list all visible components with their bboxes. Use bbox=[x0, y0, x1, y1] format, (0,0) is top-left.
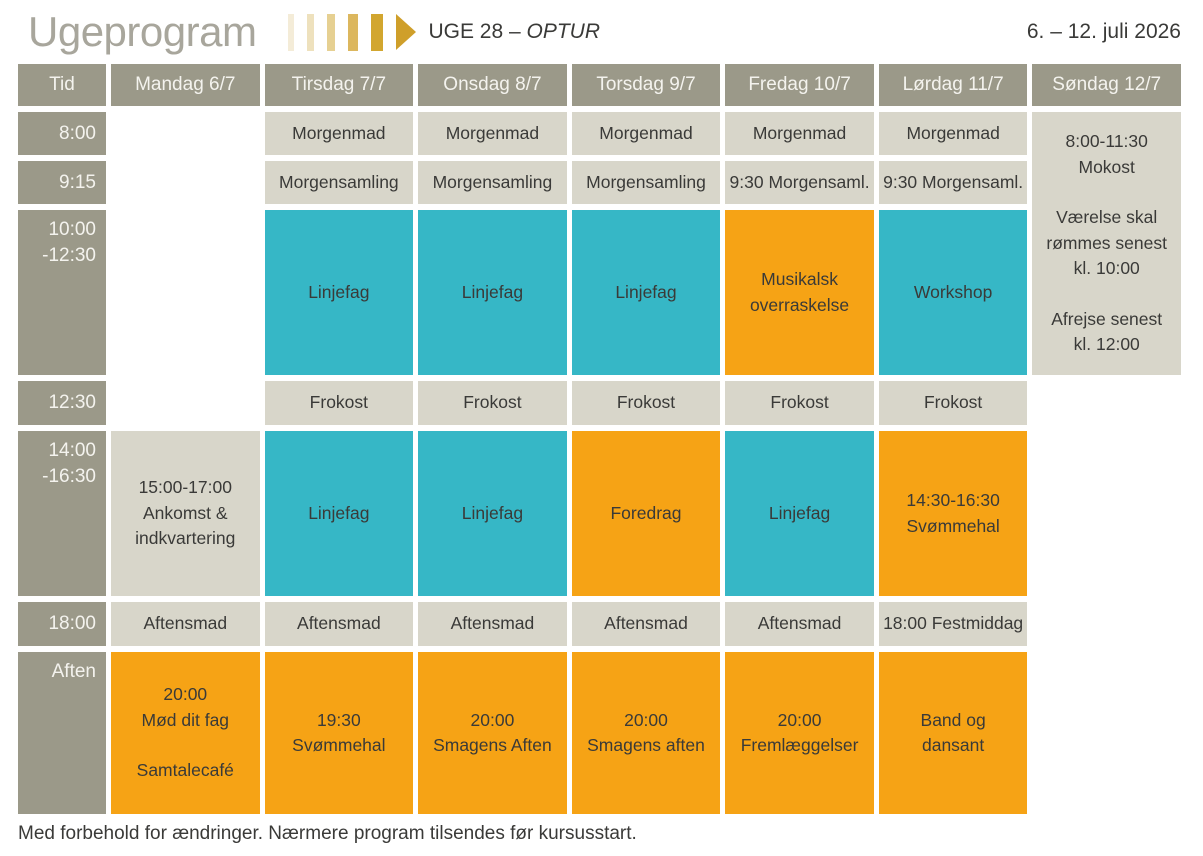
schedule-cell: Morgensamling bbox=[264, 161, 414, 204]
schedule-cell: Linjefag bbox=[418, 210, 567, 375]
schedule-cell: Linjefag bbox=[571, 210, 721, 375]
schedule-cell: Linjefag bbox=[264, 210, 414, 375]
brand-bars-arrow-icon bbox=[288, 12, 417, 52]
schedule-cell: 20:00 Smagens Aften bbox=[418, 652, 567, 814]
logo-bar bbox=[348, 13, 359, 51]
time-cell: 18:00 bbox=[18, 602, 106, 646]
schedule-cell: Musikalsk overraskelse bbox=[725, 210, 874, 375]
schedule-cell: Aftensmad bbox=[571, 602, 721, 646]
time-cell: 12:30 bbox=[18, 381, 106, 425]
footer-note: Med forbehold for ændringer. Nærmere pro… bbox=[18, 823, 637, 844]
week-label: UGE 28 – OPTUR bbox=[428, 20, 600, 44]
time-cell: Aften bbox=[18, 652, 106, 814]
time-cell: 14:00 -16:30 bbox=[18, 431, 106, 596]
top-bar: Ugeprogram UGE 28 – OPTUR 6. – 12. juli … bbox=[18, 6, 1181, 58]
logo-bar bbox=[371, 13, 384, 51]
schedule-cell: Frokost bbox=[878, 381, 1028, 425]
week-number: UGE 28 – bbox=[428, 20, 527, 43]
schedule-cell: 20:00 Fremlæggelser bbox=[725, 652, 874, 814]
time-cell: 9:15 bbox=[18, 161, 106, 204]
time-column-header: Tid bbox=[18, 64, 106, 106]
schedule-cell: 19:30 Svømmehal bbox=[264, 652, 414, 814]
schedule-cell: Aftensmad bbox=[418, 602, 567, 646]
schedule-cell: 18:00 Festmiddag bbox=[878, 602, 1028, 646]
time-cell: 10:00 -12:30 bbox=[18, 210, 106, 375]
schedule-cell: Aftensmad bbox=[111, 602, 260, 646]
date-range: 6. – 12. juli 2026 bbox=[1026, 20, 1181, 43]
schedule-cell: Frokost bbox=[571, 381, 721, 425]
day-column-header: Mandag 6/7 bbox=[111, 64, 260, 106]
schedule-cell: Aftensmad bbox=[264, 602, 414, 646]
schedule-cell: 9:30 Morgensaml. bbox=[725, 161, 874, 204]
schedule-cell: Frokost bbox=[418, 381, 567, 425]
day-column-header: Onsdag 8/7 bbox=[418, 64, 567, 106]
day-column-header: Fredag 10/7 bbox=[725, 64, 874, 106]
schedule-cell: Morgensamling bbox=[418, 161, 567, 204]
schedule-cell: Morgenmad bbox=[725, 112, 874, 155]
schedule-cell: Morgenmad bbox=[571, 112, 721, 155]
day-column-header: Tirsdag 7/7 bbox=[264, 64, 414, 106]
schedule-cell: Frokost bbox=[264, 381, 414, 425]
schedule-cell: Band og dansant bbox=[878, 652, 1028, 814]
day-column-header: Søndag 12/7 bbox=[1032, 64, 1181, 106]
schedule-cell: Linjefag bbox=[264, 431, 414, 596]
schedule-cell: 20:00 Mød dit fag Samtalecafé bbox=[111, 652, 260, 814]
logo-arrow-icon bbox=[396, 14, 417, 50]
schedule-cell: Morgenmad bbox=[264, 112, 414, 155]
schedule-cell: Linjefag bbox=[418, 431, 567, 596]
schedule-cell: 9:30 Morgensaml. bbox=[878, 161, 1028, 204]
day-column-header: Torsdag 9/7 bbox=[571, 64, 721, 106]
time-cell: 8:00 bbox=[18, 112, 106, 155]
schedule-grid: Tid Mandag 6/7 Tirsdag 7/7 Onsdag 8/7 Torsda… bbox=[18, 64, 1181, 814]
schedule-cell: Frokost bbox=[725, 381, 874, 425]
schedule-cell: 20:00 Smagens aften bbox=[571, 652, 721, 814]
schedule-cell: Linjefag bbox=[725, 431, 874, 596]
day-column-header: Lørdag 11/7 bbox=[878, 64, 1028, 106]
week-name: OPTUR bbox=[526, 20, 601, 43]
page-title: Ugeprogram bbox=[28, 8, 257, 55]
logo-bar bbox=[288, 13, 295, 51]
schedule-cell: Morgenmad bbox=[878, 112, 1028, 155]
schedule-cell: 14:30-16:30 Svømmehal bbox=[878, 431, 1028, 596]
schedule-cell: Morgenmad bbox=[418, 112, 567, 155]
schedule-cell: 15:00-17:00 Ankomst & indkvartering bbox=[111, 431, 260, 596]
schedule-cell: Aftensmad bbox=[725, 602, 874, 646]
schedule-cell: 8:00-11:30 Mokost Værelse skal rømmes sene… bbox=[1032, 112, 1181, 375]
schedule-cell: Foredrag bbox=[571, 431, 721, 596]
schedule-cell: Morgensamling bbox=[571, 161, 721, 204]
schedule-cell: Workshop bbox=[878, 210, 1028, 375]
logo-bar bbox=[307, 13, 315, 51]
logo-bar bbox=[327, 13, 336, 51]
